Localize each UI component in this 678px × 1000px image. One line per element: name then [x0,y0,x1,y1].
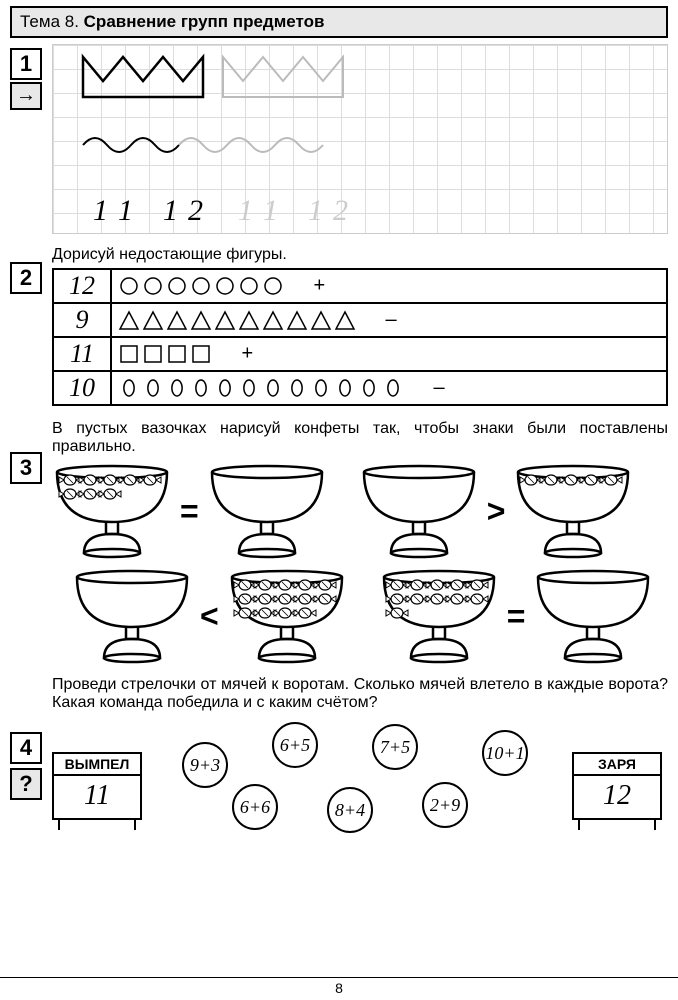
goal-label: ЗАРЯ [572,752,662,776]
vase [533,569,653,664]
vase [379,569,499,664]
row-shapes: – [111,303,667,337]
goal-score: 12 [572,776,662,820]
ex3-vases: =><= [52,464,668,664]
ex4-number: 4 [10,732,42,764]
ex2-instruction: Дорисуй недостающие фигуры. [52,246,668,264]
ball: 9+3 [182,742,228,788]
goal-right: ЗАРЯ12 [572,752,662,820]
topic-header: Тема 8. Сравнение групп предметов [10,6,668,38]
ex4-instruction: Проведи стрелочки от мячей к воротам. Ск… [52,676,668,712]
row-number: 11 [53,337,111,371]
topic-prefix: Тема 8. [20,12,84,31]
comparison-sign: > [487,493,506,530]
row-number: 9 [53,303,111,337]
table-row: 12 + [53,269,667,303]
svg-text:1: 1 [263,194,278,227]
svg-text:1: 1 [93,194,108,227]
row-shapes: – [111,371,667,405]
row-number: 12 [53,269,111,303]
question-mark-icon: ? [10,768,42,800]
goal-score: 11 [52,776,142,820]
ex1-drawing: 11121112 [53,45,668,234]
ex1-grid: 11121112 [52,44,668,234]
comparison-sign: < [200,598,219,635]
vase [72,569,192,664]
ball: 10+1 [482,730,528,776]
ball: 7+5 [372,724,418,770]
ex3-number: 3 [10,452,42,484]
svg-text:1: 1 [118,194,133,227]
ex3-instruction: В пустых вазочках нарисуй конфеты так, ч… [52,420,668,456]
table-row: 11 + [53,337,667,371]
arrow-icon: → [10,82,42,110]
svg-text:1: 1 [238,194,253,227]
svg-text:1: 1 [163,194,178,227]
row-shapes: + [111,269,667,303]
vase [227,569,347,664]
ex2-number: 2 [10,262,42,294]
goal-left: ВЫМПЕЛ11 [52,752,142,820]
ball: 6+6 [232,784,278,830]
comparison-sign: = [507,598,526,635]
topic-title: Сравнение групп предметов [84,12,325,31]
svg-text:1: 1 [308,194,323,227]
ball: 6+5 [272,722,318,768]
ex1-number: 1 [10,48,42,80]
vase-row: => [52,464,668,559]
vase [359,464,479,559]
goal-label: ВЫМПЕЛ [52,752,142,776]
page-number: 8 [0,977,678,996]
svg-text:2: 2 [333,194,348,227]
vase [513,464,633,559]
ex4-field: ВЫМПЕЛ11 ЗАРЯ12 9+3 6+5 7+5 10+1 6+6 8+4 2+9 [52,712,668,842]
row-shapes: + [111,337,667,371]
vase [207,464,327,559]
table-row: 10 – [53,371,667,405]
row-number: 10 [53,371,111,405]
comparison-sign: = [180,493,199,530]
vase-row: <= [72,569,668,664]
table-row: 9 – [53,303,667,337]
ex2-table: 12 +9 –11 +10 – [52,268,668,406]
ball: 2+9 [422,782,468,828]
ball: 8+4 [327,787,373,833]
svg-text:2: 2 [188,194,203,227]
vase [52,464,172,559]
